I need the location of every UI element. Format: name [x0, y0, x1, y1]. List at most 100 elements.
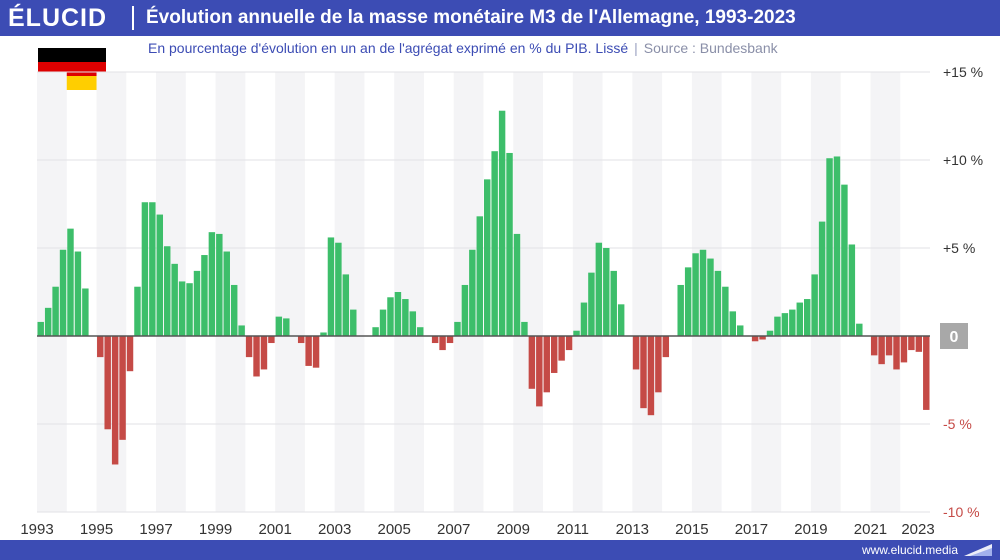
bar	[550, 336, 558, 373]
x-tick-label: 2017	[735, 521, 768, 538]
bar	[350, 309, 357, 336]
grid-lines	[37, 71, 930, 513]
bar	[335, 242, 342, 336]
bar	[59, 249, 67, 336]
bar	[707, 258, 714, 336]
zero-badge	[940, 323, 968, 349]
bar	[484, 179, 491, 336]
bar	[565, 336, 573, 351]
bar	[558, 336, 565, 361]
bar	[491, 151, 498, 336]
bar	[640, 336, 647, 409]
x-tick-label: 2019	[794, 521, 827, 538]
x-tick-label: 2009	[497, 521, 530, 538]
bar	[856, 323, 863, 336]
bar	[320, 332, 327, 336]
bar	[201, 255, 208, 336]
footer-url[interactable]: www.elucid.media	[861, 543, 958, 557]
bar	[230, 284, 238, 336]
bar	[811, 274, 818, 336]
bar	[580, 302, 588, 336]
bar	[126, 336, 134, 372]
brand-logo: ÉLUCID	[8, 4, 108, 32]
x-tick-label: 1997	[139, 521, 172, 538]
bar	[283, 318, 290, 336]
bar	[908, 336, 915, 351]
bar	[82, 288, 89, 336]
bar	[632, 336, 640, 370]
bar	[119, 336, 126, 440]
bar	[44, 307, 52, 336]
bar	[253, 336, 260, 377]
data-bars	[37, 110, 930, 465]
x-tick-label: 2015	[675, 521, 708, 538]
footer-bar: www.elucid.media	[0, 540, 1000, 560]
bar	[737, 325, 744, 336]
bar	[342, 274, 350, 336]
bar	[149, 202, 156, 336]
bar	[156, 214, 164, 336]
header-bar: ÉLUCID Évolution annuelle de la masse mo…	[0, 0, 1000, 36]
subtitle-text: En pourcentage d'évolution en un an de l…	[148, 40, 629, 56]
bar	[417, 327, 424, 336]
chart-subtitle: En pourcentage d'évolution en un an de l…	[148, 38, 778, 58]
bar	[729, 311, 737, 336]
bar	[52, 286, 59, 336]
x-tick-label: 1995	[80, 521, 113, 538]
subtitle-separator: |	[634, 40, 638, 56]
flag-stripe-black	[38, 48, 106, 62]
bar	[647, 336, 655, 416]
bar	[655, 336, 662, 393]
bar	[498, 110, 506, 336]
bar	[461, 284, 469, 336]
bar-chart: +15 %+10 %+5 %0-5 %-10 % 1993 1995 1997 199…	[20, 64, 983, 538]
x-tick-label: 2023	[901, 521, 934, 538]
bar	[431, 336, 439, 344]
bar	[766, 330, 774, 336]
year-band-2021	[870, 72, 901, 512]
bar	[275, 316, 283, 336]
y-tick-label: +10 %	[943, 152, 983, 168]
bar	[446, 336, 454, 344]
bar	[409, 311, 417, 336]
bar	[878, 336, 885, 365]
x-tick-label: 2003	[318, 521, 351, 538]
bar	[521, 321, 528, 336]
y-tick-label: +15 %	[943, 64, 983, 80]
chart-title: Évolution annuelle de la masse monétaire…	[146, 7, 796, 28]
x-tick-label: 2011	[557, 521, 589, 538]
y-axis: +15 % +10 % +5 % 0 -5 % -10 %	[940, 64, 983, 520]
bar	[193, 270, 201, 336]
x-tick-label: 1999	[199, 521, 232, 538]
bar	[476, 216, 483, 336]
bar	[543, 336, 550, 393]
bar	[104, 336, 111, 430]
year-band-2001	[275, 72, 305, 512]
bar	[603, 248, 610, 336]
bar	[439, 336, 446, 351]
bar	[238, 325, 245, 336]
bar	[900, 336, 908, 363]
bar	[818, 221, 826, 336]
bar	[223, 251, 230, 336]
triangle-arrow-icon	[964, 544, 992, 556]
bar	[536, 336, 543, 407]
bar	[915, 336, 923, 352]
bar	[781, 313, 789, 336]
bar	[617, 304, 625, 336]
bar	[67, 228, 74, 336]
bar	[97, 336, 104, 358]
bar	[402, 299, 409, 336]
bar	[588, 272, 595, 336]
bar	[528, 336, 536, 389]
x-tick-label: 1993	[20, 521, 53, 538]
bar	[513, 233, 521, 336]
bar	[245, 336, 253, 358]
bar	[506, 152, 513, 336]
y-tick-label: -5 %	[943, 416, 972, 432]
bar	[327, 237, 335, 336]
year-bands	[37, 72, 901, 512]
bar	[74, 251, 82, 336]
bar	[260, 336, 268, 370]
bar	[848, 244, 856, 336]
